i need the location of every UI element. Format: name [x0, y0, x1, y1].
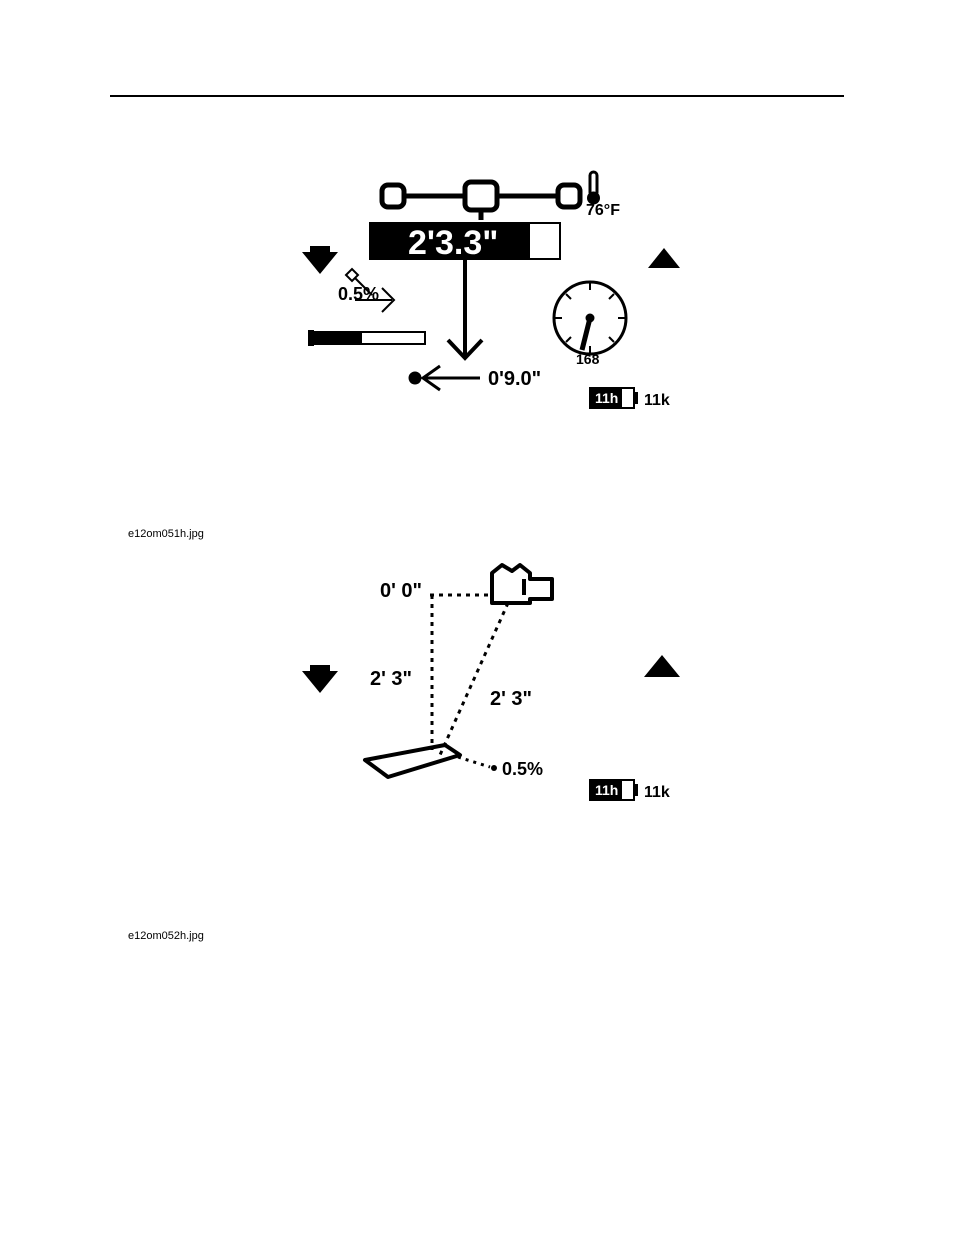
battery-right-label: 11k [644, 392, 670, 409]
top-rule [110, 95, 844, 97]
battery-hours-2: 11h [595, 782, 618, 798]
vertical-depth-reading: 2' 3" [370, 668, 412, 690]
pitch-reading: 0.5% [338, 284, 379, 304]
left-indicator-arrow-icon-2 [302, 665, 338, 693]
target-distance-icon [410, 366, 480, 390]
diagonal-depth-reading: 2' 3" [490, 688, 532, 710]
roll-dial-icon [554, 282, 626, 354]
right-indicator-arrow-icon-2 [644, 655, 680, 677]
depth-arrow-icon [448, 259, 482, 358]
receiver-icon [492, 565, 552, 603]
battery-hours: 11h [595, 390, 618, 406]
drill-head-icon [365, 745, 460, 777]
battery-right-label-2: 11k [644, 784, 670, 801]
roll-dial-reading: 168 [576, 351, 600, 367]
target-distance-reading: 0'9.0" [488, 368, 541, 390]
temperature-reading: 76°F [586, 202, 620, 219]
thermometer-icon [589, 172, 599, 203]
right-indicator-arrow-icon [648, 248, 680, 268]
figure-2-caption: e12om052h.jpg [128, 930, 204, 942]
top-depth-reading: 0' 0" [380, 580, 422, 602]
left-indicator-arrow-icon [302, 246, 338, 274]
locator-icon [382, 182, 580, 220]
battery-icon: 11h [590, 388, 638, 408]
figure-1-caption: e12om051h.jpg [128, 528, 204, 540]
figure-2: 0' 0" 2' 3" 2' 3" 0.5% 11h 11k [290, 555, 710, 815]
figure-1: 76°F 2'3.3" 0.5% [290, 160, 710, 420]
depth-readout-bar: 2'3.3" [370, 223, 560, 262]
signal-bar [308, 330, 425, 346]
pitch-reading-2: 0.5% [502, 759, 543, 779]
depth-reading: 2'3.3" [408, 224, 498, 262]
battery-icon-2: 11h [590, 780, 638, 800]
